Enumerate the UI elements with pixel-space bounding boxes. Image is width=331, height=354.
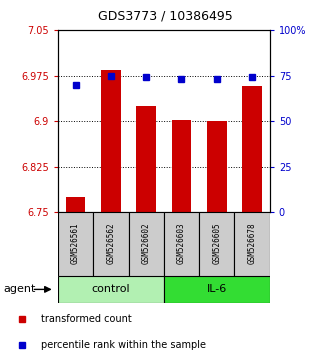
Text: GSM526605: GSM526605: [212, 222, 221, 264]
Bar: [242, 86, 262, 212]
Text: agent: agent: [3, 284, 36, 295]
Bar: [164, 276, 270, 303]
Bar: [136, 106, 156, 212]
Bar: [164, 212, 199, 276]
Bar: [172, 120, 191, 212]
Bar: [234, 212, 270, 276]
Text: control: control: [92, 284, 130, 295]
Text: GSM526602: GSM526602: [142, 222, 151, 264]
Bar: [128, 212, 164, 276]
Bar: [199, 212, 234, 276]
Bar: [101, 70, 120, 212]
Text: GSM526678: GSM526678: [248, 222, 257, 264]
Text: GSM526561: GSM526561: [71, 222, 80, 264]
Bar: [58, 276, 164, 303]
Text: transformed count: transformed count: [41, 314, 131, 324]
Text: percentile rank within the sample: percentile rank within the sample: [41, 339, 206, 350]
Bar: [66, 197, 85, 212]
Text: GSM526603: GSM526603: [177, 222, 186, 264]
Text: GDS3773 / 10386495: GDS3773 / 10386495: [98, 10, 233, 23]
Bar: [207, 121, 226, 212]
Bar: [93, 212, 128, 276]
Text: GSM526562: GSM526562: [106, 222, 116, 264]
Text: IL-6: IL-6: [207, 284, 227, 295]
Bar: [58, 212, 93, 276]
